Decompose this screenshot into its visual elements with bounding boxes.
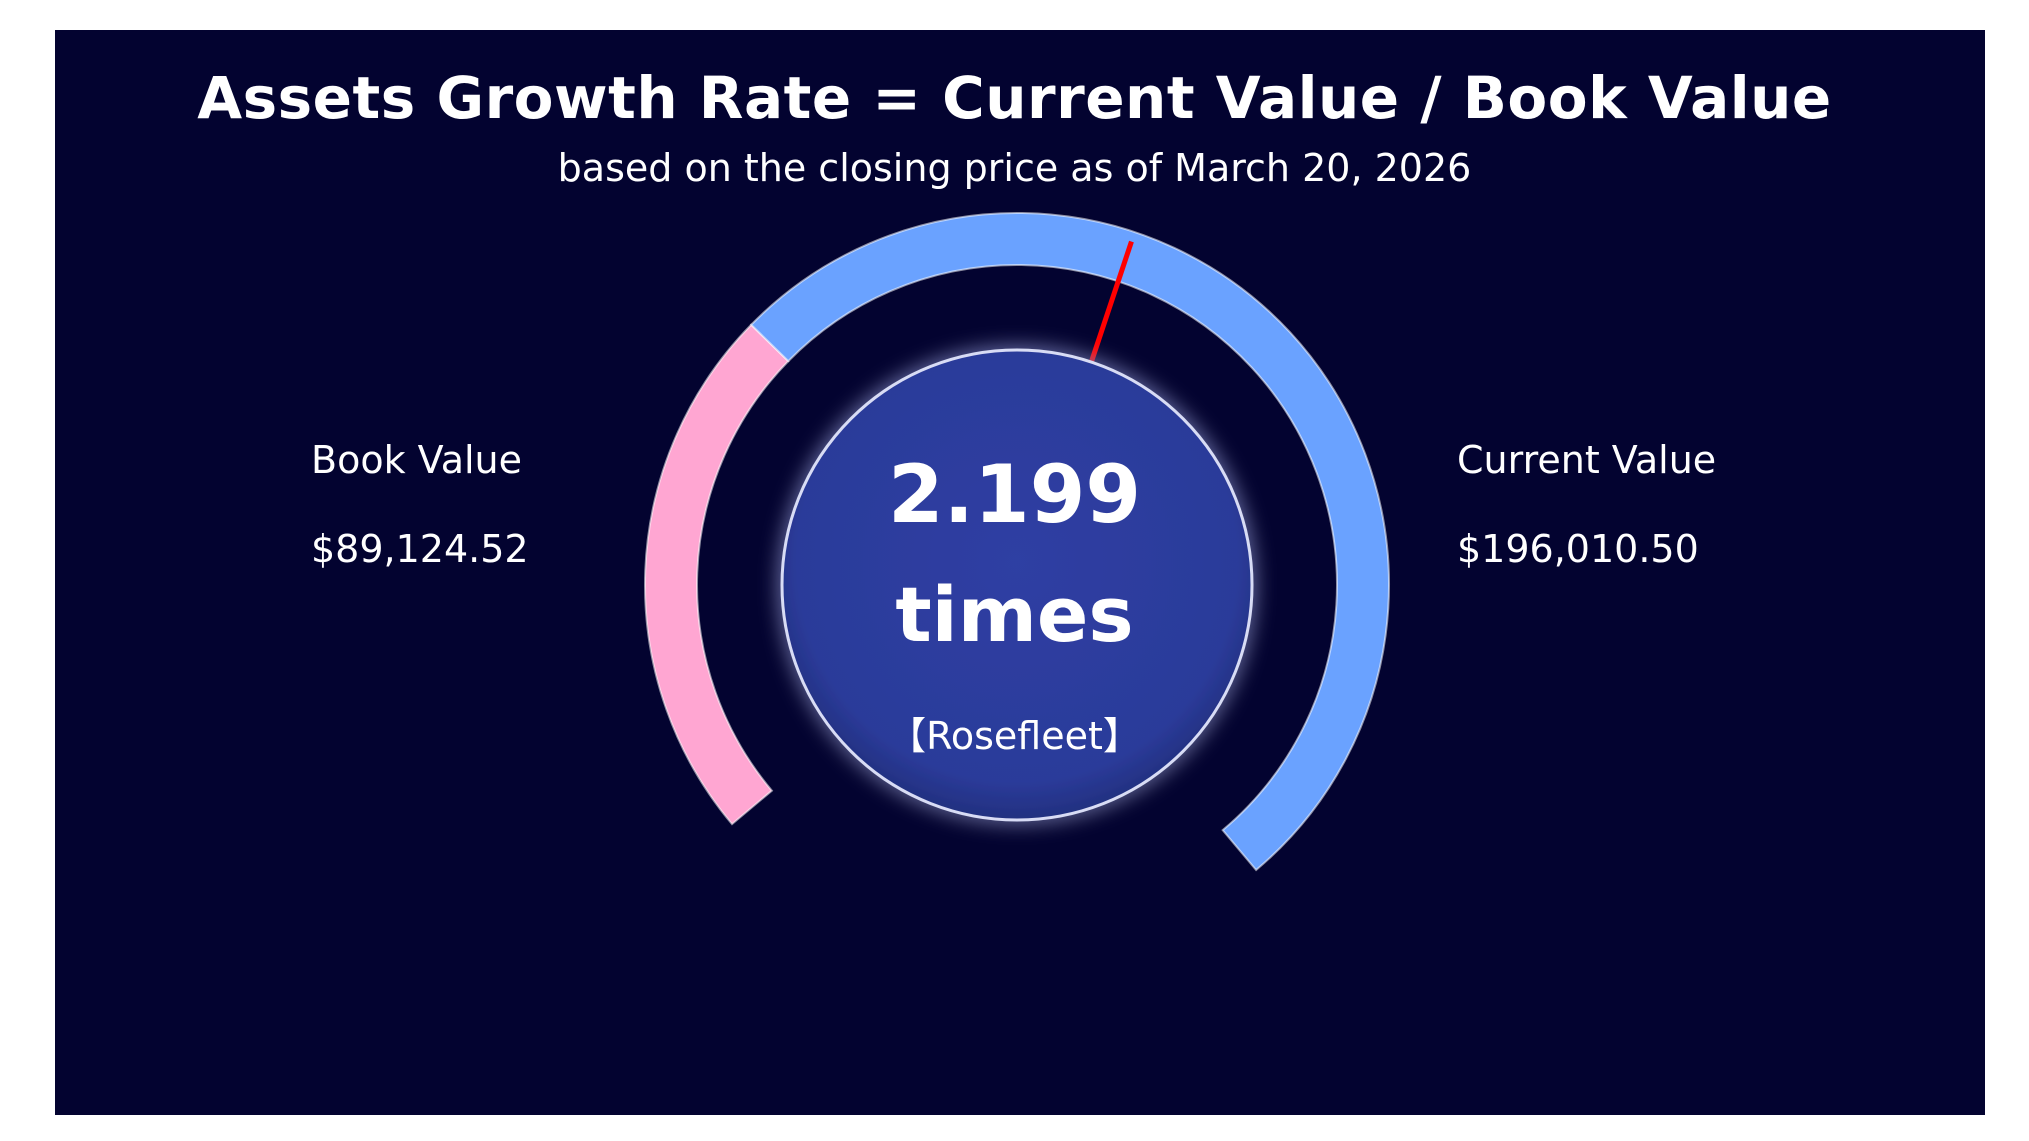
chart-title: Assets Growth Rate = Current Value / Boo… [197,64,1832,132]
company-name: 【Rosefleet】 [888,714,1141,758]
ratio-unit: times [895,570,1134,659]
ratio-value: 2.199 [887,448,1142,541]
current-value-label: Current Value [1457,438,1717,482]
current-value-arc [749,212,1390,872]
gauge-center-disc [780,348,1254,822]
current-value-amount: $196,010.50 [1457,527,1699,571]
gauge-needle [1087,240,1134,368]
chart-subtitle: based on the closing price as of March 2… [557,146,1472,190]
book-value-label: Book Value [311,438,523,482]
book-value-amount: $89,124.52 [311,527,529,571]
